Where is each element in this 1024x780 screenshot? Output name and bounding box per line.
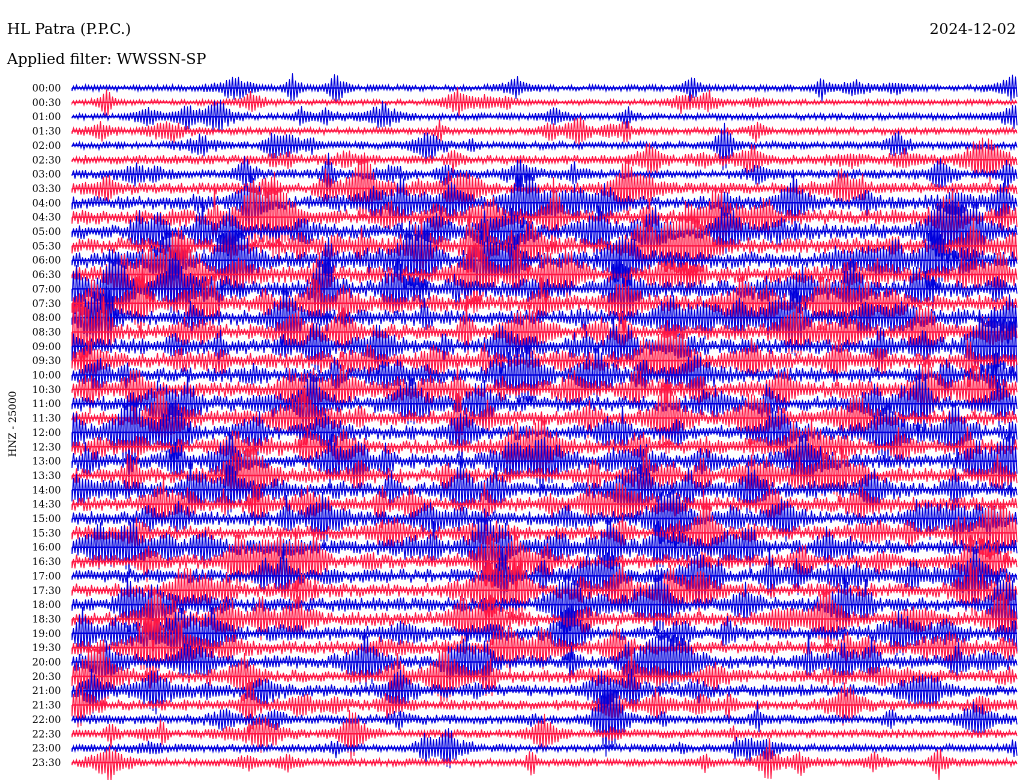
- row-time-label: 06:00: [32, 256, 61, 267]
- row-time-label: 20:00: [32, 658, 61, 669]
- row-time-label: 07:30: [32, 299, 61, 310]
- date-label: 2024-12-02: [929, 20, 1016, 38]
- row-time-label: 00:30: [32, 98, 61, 109]
- trace-row: [71, 668, 1018, 716]
- trace-row: [71, 152, 1018, 192]
- trace-row: [71, 738, 1018, 780]
- row-time-label: 04:00: [32, 198, 61, 209]
- row-time-label: 13:00: [32, 457, 61, 468]
- row-time-label: 23:30: [32, 758, 61, 769]
- row-time-label: 22:00: [32, 715, 61, 726]
- row-time-label: 18:30: [32, 614, 61, 625]
- trace-row: [71, 474, 1018, 532]
- row-time-label: 07:00: [32, 284, 61, 295]
- row-time-label: 21:30: [32, 701, 61, 712]
- row-time-label: 00:00: [32, 84, 61, 95]
- trace-row: [71, 320, 1018, 404]
- row-time-label: 19:30: [32, 643, 61, 654]
- row-time-label: 17:00: [32, 571, 61, 582]
- row-time-label: 09:00: [32, 342, 61, 353]
- trace-row: [71, 508, 1018, 582]
- row-time-label: 08:30: [32, 327, 61, 338]
- row-time-label: 03:30: [32, 184, 61, 195]
- row-time-label: 15:00: [32, 514, 61, 525]
- row-time-label: 16:30: [32, 557, 61, 568]
- row-time-label: 10:00: [32, 371, 61, 382]
- row-time-label: 12:00: [32, 428, 61, 439]
- row-time-label: 11:00: [32, 399, 61, 410]
- trace-row: [71, 337, 1018, 404]
- row-time-label: 22:30: [32, 729, 61, 740]
- trace-row: [71, 605, 1018, 662]
- station-title: HL Patra (P.P.C.): [7, 20, 132, 38]
- row-time-label: 17:30: [32, 586, 61, 597]
- trace-row: [71, 415, 1018, 480]
- trace-row: [71, 557, 1018, 625]
- row-time-label: 18:00: [32, 600, 61, 611]
- row-time-label: 19:00: [32, 629, 61, 640]
- row-time-label: 14:30: [32, 500, 61, 511]
- trace-row: [71, 628, 1018, 693]
- row-time-label: 08:00: [32, 313, 61, 324]
- filter-label: Applied filter: WWSSN-SP: [7, 50, 207, 68]
- trace-row: [71, 357, 1018, 427]
- row-time-label: 14:00: [32, 485, 61, 496]
- row-time-label: 10:30: [32, 385, 61, 396]
- row-time-label: 03:00: [32, 170, 61, 181]
- row-time-label: 20:30: [32, 672, 61, 683]
- row-time-label: 04:30: [32, 213, 61, 224]
- row-time-label: 15:30: [32, 528, 61, 539]
- row-time-label: 02:30: [32, 155, 61, 166]
- trace-row: [71, 379, 1018, 455]
- trace-row: [71, 122, 1018, 171]
- row-time-label: 12:30: [32, 442, 61, 453]
- row-time-label: 02:00: [32, 141, 61, 152]
- row-time-label: 01:30: [32, 127, 61, 138]
- channel-label: HNZ - 25000: [8, 391, 19, 457]
- row-time-label: 05:00: [32, 227, 61, 238]
- row-time-label: 23:00: [32, 744, 61, 755]
- row-time-label: 13:30: [32, 471, 61, 482]
- row-time-label: 05:30: [32, 241, 61, 252]
- trace-row: [71, 543, 1018, 605]
- row-time-label: 21:00: [32, 686, 61, 697]
- trace-row: [71, 310, 1018, 381]
- row-time-label: 09:30: [32, 356, 61, 367]
- trace-rows: 00:00 00:30 01:00 01:30 02:00 02:30 03:00 03:30…: [32, 73, 1018, 780]
- row-time-label: 01:00: [32, 112, 61, 123]
- row-time-label: 11:30: [32, 414, 61, 425]
- trace-row: [71, 296, 1018, 371]
- row-time-label: 06:30: [32, 270, 61, 281]
- row-time-label: 16:00: [32, 543, 61, 554]
- trace-row: [71, 271, 1018, 356]
- trace-row: [71, 608, 1018, 689]
